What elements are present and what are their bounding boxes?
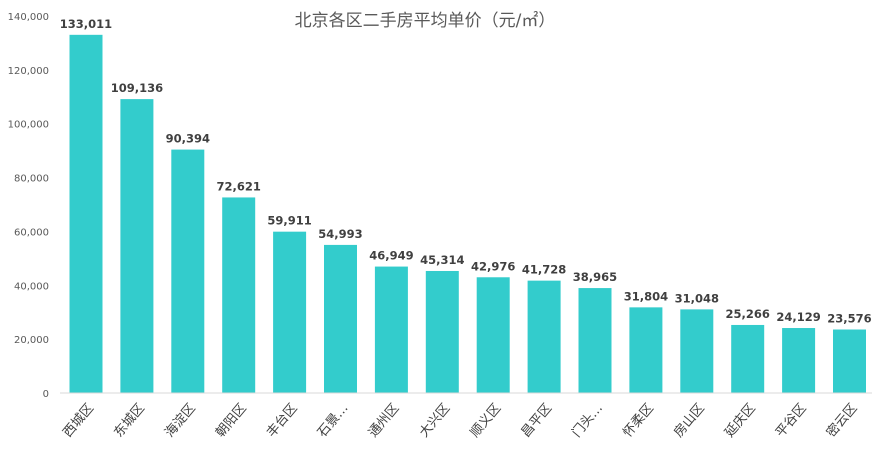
- data-label: 72,621: [217, 179, 261, 193]
- data-label: 31,048: [675, 291, 719, 305]
- data-label: 54,993: [318, 227, 362, 241]
- data-label: 41,728: [522, 263, 566, 277]
- bar: [273, 231, 307, 393]
- x-tick-label: 怀柔区: [620, 401, 657, 441]
- x-tick-label: 海淀区: [162, 401, 199, 441]
- bar: [120, 99, 154, 394]
- bar: [171, 149, 205, 393]
- x-tick-label: 朝阳区: [213, 401, 250, 441]
- bar: [833, 329, 866, 393]
- y-axis: 0 20,000 40,000 60,000 80,000 100,000 120,000 1…: [8, 12, 49, 400]
- x-tick-label: 西城区: [60, 401, 97, 441]
- y-tick-label: 0: [43, 389, 49, 400]
- bar: [578, 288, 612, 393]
- data-label: 45,314: [420, 253, 464, 267]
- bar: [476, 277, 510, 393]
- x-tick-label: 顺义区: [468, 401, 505, 441]
- bar: [629, 307, 663, 393]
- bars: 133,011 西城区 109,136 东城区 90,394 海淀区 72,621 朝阳区 59…: [60, 17, 872, 441]
- bar: [374, 266, 408, 393]
- bar: [680, 309, 714, 393]
- x-tick-label: 平谷区: [773, 401, 810, 441]
- bar: [69, 34, 103, 394]
- x-tick-label: 东城区: [111, 401, 148, 441]
- data-label: 42,976: [471, 259, 515, 273]
- x-tick-label: 大兴区: [417, 401, 454, 441]
- data-label: 46,949: [369, 249, 413, 263]
- y-tick-label: 80,000: [14, 174, 49, 185]
- data-label: 31,804: [624, 289, 668, 303]
- x-tick-label: 通州区: [366, 401, 403, 441]
- y-tick-label: 40,000: [14, 281, 49, 292]
- bar: [324, 244, 357, 393]
- chart-title: 北京各区二手房平均单价（元/㎡）: [295, 11, 556, 31]
- x-tick-label: 石景…: [315, 401, 352, 441]
- data-label: 59,911: [267, 214, 311, 228]
- bar: [731, 324, 765, 393]
- data-label: 38,965: [573, 270, 617, 284]
- data-label: 25,266: [726, 307, 770, 321]
- data-label: 24,129: [776, 310, 820, 324]
- y-tick-label: 140,000: [8, 12, 49, 23]
- bar: [527, 280, 561, 393]
- bar: [425, 270, 459, 393]
- y-tick-label: 60,000: [14, 227, 49, 238]
- x-tick-label: 延庆区: [722, 401, 759, 441]
- data-label: 109,136: [111, 81, 163, 95]
- y-tick-label: 100,000: [8, 120, 49, 131]
- data-label: 90,394: [166, 132, 210, 146]
- x-tick-label: 密云区: [823, 400, 860, 440]
- x-tick-label: 房山区: [671, 400, 708, 440]
- x-tick-label: 门头…: [569, 401, 606, 441]
- x-tick-label: 丰台区: [264, 401, 301, 441]
- bar: [222, 197, 256, 393]
- y-tick-label: 20,000: [14, 335, 49, 346]
- bar: [782, 328, 816, 393]
- x-tick-label: 昌平区: [519, 401, 556, 441]
- data-label: 23,576: [827, 312, 871, 326]
- data-label: 133,011: [60, 17, 112, 31]
- y-tick-label: 120,000: [8, 66, 49, 77]
